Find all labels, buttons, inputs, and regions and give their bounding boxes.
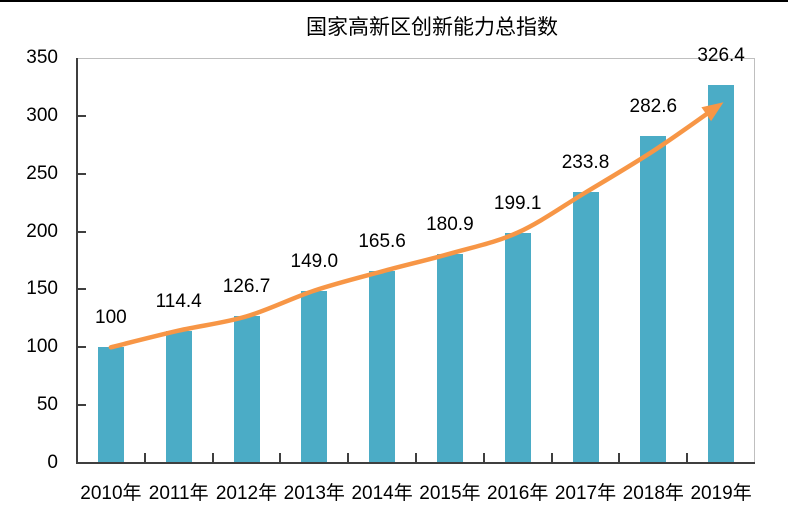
bar — [301, 290, 328, 462]
top-edge-line — [0, 0, 788, 2]
x-axis-label: 2017年 — [554, 483, 617, 504]
bar — [165, 330, 192, 462]
bar — [640, 135, 667, 462]
plot-border-right — [754, 58, 755, 463]
bar-data-label: 126.7 — [222, 276, 271, 298]
x-tick-mark — [415, 453, 417, 462]
x-tick-mark — [279, 453, 282, 462]
y-tick-label: 50 — [36, 394, 58, 416]
x-axis-label: 2018年 — [622, 483, 684, 504]
y-tick-mark — [78, 346, 86, 349]
bar — [233, 316, 260, 462]
plot-border-top — [77, 58, 755, 59]
x-axis-label: 2010年 — [80, 483, 142, 504]
y-tick-label: 200 — [26, 220, 58, 242]
x-tick-mark — [618, 453, 621, 462]
chart-title: 国家高新区创新能力总指数 — [306, 16, 558, 39]
x-axis-label: 2015年 — [419, 483, 481, 504]
y-tick-label: 100 — [26, 336, 58, 358]
bar — [708, 85, 735, 462]
x-tick-mark — [482, 453, 485, 462]
y-tick-mark — [78, 230, 86, 233]
x-axis-label: 2011年 — [148, 483, 209, 504]
x-axis-line — [76, 462, 755, 464]
x-axis-label: 2014年 — [351, 483, 413, 504]
y-axis-line — [76, 58, 78, 464]
bar — [97, 347, 124, 462]
x-tick-mark — [143, 453, 146, 462]
bar-data-label: 326.4 — [697, 45, 745, 67]
x-tick-mark — [347, 453, 350, 462]
bar — [572, 192, 599, 462]
bar-data-label: 233.8 — [561, 152, 610, 174]
bar-data-label: 282.6 — [629, 95, 678, 117]
y-tick-label: 0 — [47, 452, 58, 473]
x-axis-label: 2016年 — [487, 483, 549, 504]
y-tick-label: 300 — [26, 104, 58, 126]
y-tick-mark — [78, 172, 86, 175]
x-axis-label: 2019年 — [690, 483, 752, 504]
x-tick-mark — [686, 453, 689, 462]
bar-data-label: 199.1 — [493, 192, 542, 214]
y-tick-label: 250 — [26, 162, 58, 184]
y-tick-mark — [78, 114, 86, 117]
y-tick-label: 150 — [26, 278, 58, 300]
x-axis-label: 2013年 — [283, 483, 345, 504]
x-axis-label: 2012年 — [215, 483, 278, 504]
x-tick-mark — [550, 453, 553, 462]
y-tick-label: 350 — [26, 47, 58, 68]
y-tick-mark — [78, 404, 86, 407]
bar — [436, 253, 463, 462]
x-tick-mark — [211, 453, 214, 462]
bar — [504, 232, 531, 462]
y-tick-mark — [78, 288, 86, 291]
bar — [369, 271, 396, 462]
